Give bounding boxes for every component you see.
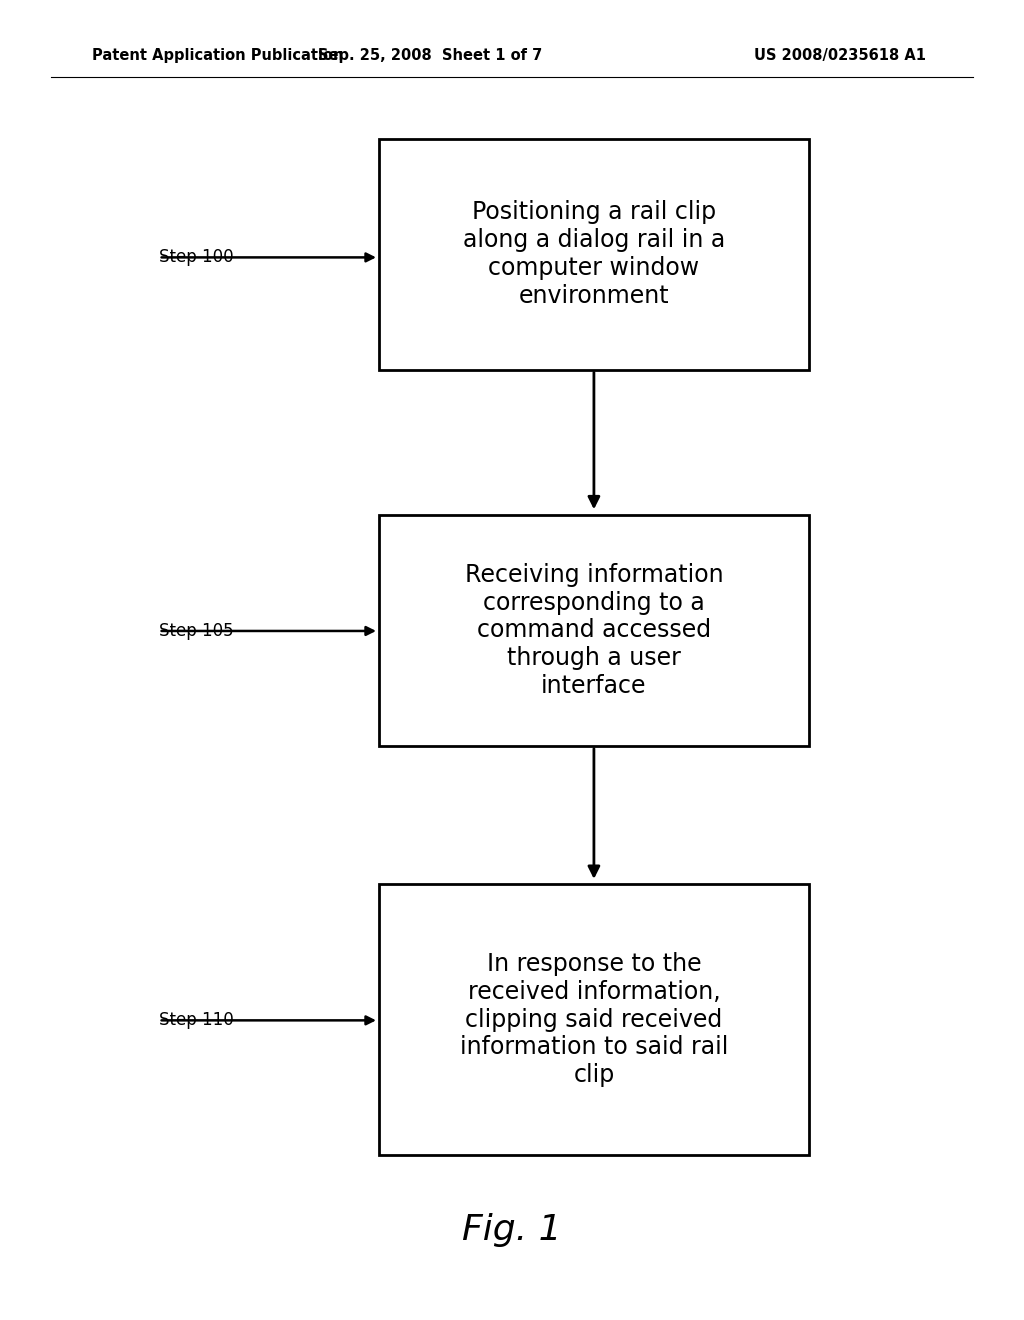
Text: US 2008/0235618 A1: US 2008/0235618 A1 xyxy=(754,48,926,63)
Text: In response to the
received information,
clipping said received
information to s: In response to the received information,… xyxy=(460,952,728,1088)
Text: Positioning a rail clip
along a dialog rail in a
computer window
environment: Positioning a rail clip along a dialog r… xyxy=(463,201,725,308)
Text: Step 100: Step 100 xyxy=(159,248,233,267)
Text: Receiving information
corresponding to a
command accessed
through a user
interfa: Receiving information corresponding to a… xyxy=(465,562,723,698)
FancyBboxPatch shape xyxy=(379,884,809,1155)
Text: Step 110: Step 110 xyxy=(159,1011,233,1030)
Text: Step 105: Step 105 xyxy=(159,622,233,640)
Text: Fig. 1: Fig. 1 xyxy=(462,1213,562,1247)
Text: Sep. 25, 2008  Sheet 1 of 7: Sep. 25, 2008 Sheet 1 of 7 xyxy=(318,48,542,63)
FancyBboxPatch shape xyxy=(379,515,809,746)
FancyBboxPatch shape xyxy=(379,139,809,370)
Text: Patent Application Publication: Patent Application Publication xyxy=(92,48,344,63)
